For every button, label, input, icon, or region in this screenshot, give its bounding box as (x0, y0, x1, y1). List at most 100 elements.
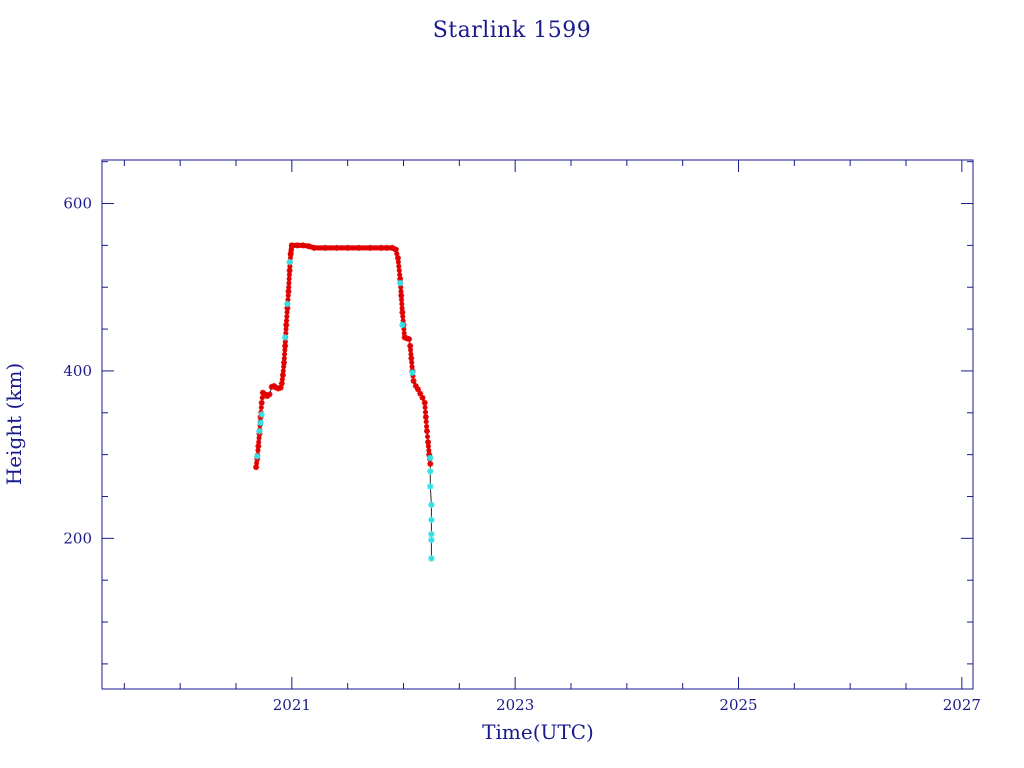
primary-point (294, 242, 301, 249)
primary-point (286, 280, 292, 286)
primary-point (339, 245, 345, 251)
primary-point (284, 309, 290, 315)
primary-point (311, 244, 318, 251)
primary-point (373, 245, 379, 251)
secondary-point (427, 468, 434, 475)
primary-point (383, 244, 390, 251)
primary-point (328, 245, 334, 251)
primary-point (396, 263, 402, 269)
primary-point (282, 351, 288, 357)
primary-point (282, 339, 288, 345)
x-tick-label: 2023 (496, 696, 534, 714)
secondary-point (428, 516, 435, 524)
secondary-point (258, 411, 265, 418)
primary-point (281, 355, 287, 361)
y-tick-label: 400 (63, 362, 92, 380)
primary-point (400, 314, 406, 320)
y-axis-label: Height (km) (2, 363, 26, 485)
secondary-point (254, 453, 261, 460)
primary-point (333, 244, 340, 251)
secondary-point (428, 501, 435, 509)
x-tick-label: 2027 (943, 696, 981, 714)
plot-frame (101, 159, 974, 690)
primary-point (422, 409, 428, 415)
primary-point (282, 347, 288, 353)
secondary-point (257, 419, 264, 427)
primary-point (350, 245, 356, 251)
primary-point (317, 245, 323, 251)
x-tick-label: 2025 (719, 696, 757, 714)
primary-point (409, 360, 415, 366)
secondary-point (399, 321, 406, 329)
primary-point (410, 377, 417, 384)
primary-point (284, 314, 290, 320)
primary-point (396, 267, 402, 273)
primary-point (423, 419, 429, 425)
y-tick-label: 600 (63, 195, 92, 213)
primary-point (425, 434, 431, 440)
primary-point (300, 242, 306, 249)
primary-point (285, 293, 291, 299)
primary-point (280, 368, 286, 374)
primary-point (425, 443, 431, 449)
y-tick-label: 200 (63, 529, 92, 547)
axis-ticks (102, 160, 973, 689)
primary-point (287, 250, 294, 257)
primary-point (284, 305, 291, 312)
x-axis-label: Time(UTC) (482, 720, 594, 744)
data-layer (253, 242, 435, 562)
secondary-point (409, 369, 416, 376)
primary-point (355, 244, 362, 251)
primary-point (367, 244, 373, 251)
secondary-point (284, 300, 291, 308)
secondary-point (396, 279, 404, 287)
primary-point (417, 390, 424, 397)
secondary-point (428, 530, 435, 538)
primary-point (361, 245, 367, 251)
primary-point (284, 318, 290, 324)
secondary-point (427, 454, 434, 462)
primary-point (286, 284, 292, 290)
primary-point (282, 342, 289, 349)
primary-point (406, 336, 413, 343)
primary-point (394, 251, 400, 257)
primary-point (322, 244, 329, 251)
secondary-point (428, 555, 435, 562)
primary-point (423, 428, 430, 435)
primary-point (399, 301, 405, 307)
primary-point (378, 244, 385, 251)
primary-point (344, 244, 351, 251)
secondary-point (281, 334, 289, 341)
primary-point (422, 404, 428, 410)
primary-point (424, 423, 430, 429)
primary-point (255, 447, 261, 453)
primary-point (397, 275, 404, 282)
x-tick-label: 2021 (273, 696, 311, 714)
primary-point (266, 391, 273, 398)
primary-point (256, 439, 262, 445)
series-line (255, 244, 432, 559)
primary-point (288, 242, 295, 249)
axis-tick-labels: 2021 2023 2025 2027 200 400 600 (63, 195, 981, 714)
primary-point (278, 380, 285, 387)
primary-point (415, 386, 422, 393)
chart-title: Starlink 1599 (433, 18, 592, 43)
primary-point (408, 347, 414, 353)
primary-point (426, 447, 432, 453)
primary-point (399, 297, 405, 303)
primary-point (427, 460, 434, 467)
secondary-point (286, 258, 293, 266)
primary-point (255, 443, 262, 450)
secondary-point (256, 427, 263, 435)
primary-point (419, 394, 426, 401)
primary-point (258, 404, 264, 410)
primary-point (286, 276, 292, 282)
primary-point (258, 399, 265, 406)
primary-point (283, 326, 289, 332)
primary-point (395, 259, 401, 265)
primary-point (305, 243, 312, 250)
primary-point (407, 342, 414, 349)
secondary-point (428, 536, 435, 544)
primary-point (421, 399, 428, 406)
